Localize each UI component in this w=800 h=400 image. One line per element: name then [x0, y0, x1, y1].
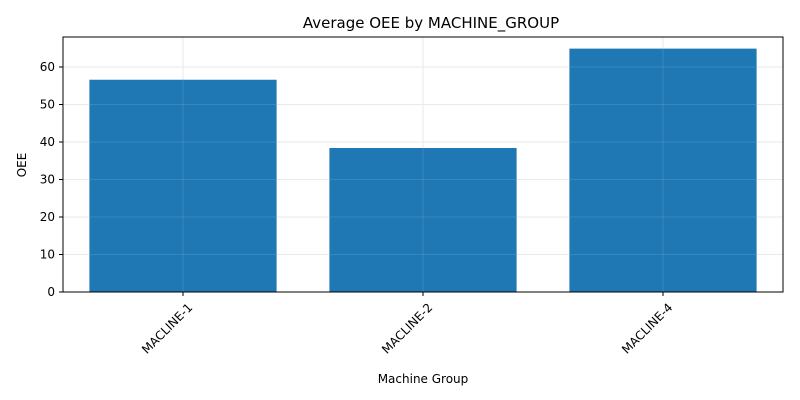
- y-tick-label: 20: [40, 210, 55, 224]
- bar-macline-4: [569, 48, 757, 292]
- x-tick-label: MACLINE-4: [619, 300, 675, 356]
- x-tick-label: MACLINE-1: [139, 300, 195, 356]
- y-tick-label: 10: [40, 248, 55, 262]
- bar-macline-2: [329, 148, 517, 292]
- x-tick-label: MACLINE-2: [379, 300, 435, 356]
- y-tick-label: 30: [40, 173, 55, 187]
- chart-title: Average OEE by MACHINE_GROUP: [303, 14, 559, 33]
- bar-layer: [63, 37, 783, 293]
- y-tick-label: 60: [40, 60, 55, 74]
- y-tick-label: 0: [47, 285, 55, 299]
- y-axis-label: OEE: [15, 153, 29, 178]
- y-tick-label: 50: [40, 98, 55, 112]
- bar-macline-1: [89, 79, 277, 292]
- x-axis-label: Machine Group: [378, 372, 469, 386]
- y-tick-label: 40: [40, 135, 55, 149]
